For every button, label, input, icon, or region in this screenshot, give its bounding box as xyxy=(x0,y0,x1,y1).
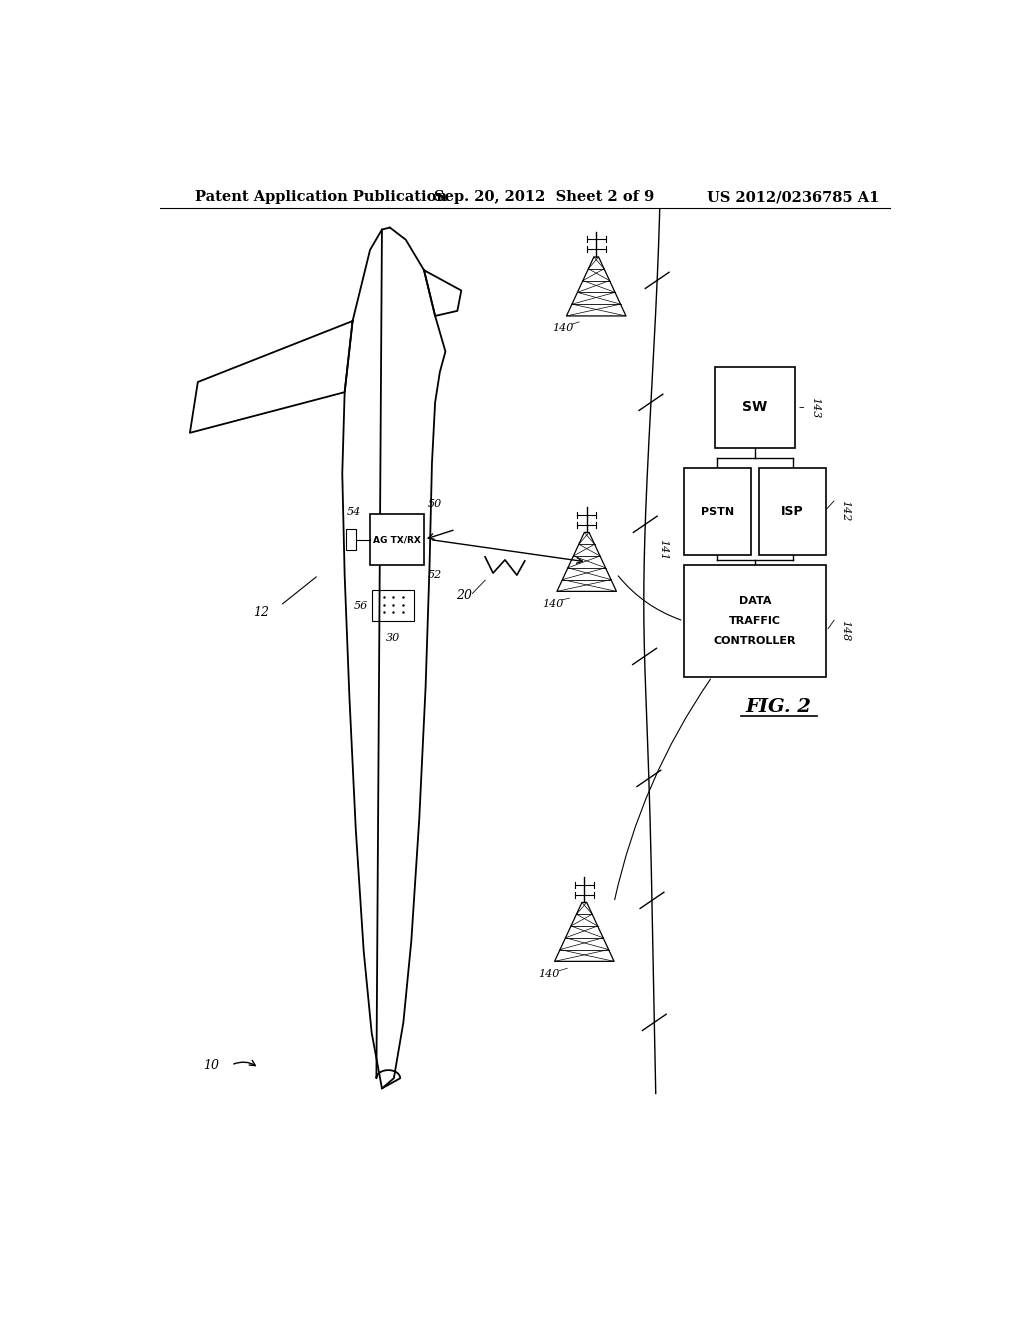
Text: CONTROLLER: CONTROLLER xyxy=(714,636,797,647)
Text: FIG. 2: FIG. 2 xyxy=(745,698,812,717)
Text: 52: 52 xyxy=(428,570,442,579)
Text: 54: 54 xyxy=(346,507,360,517)
Text: 141: 141 xyxy=(658,539,668,561)
Text: ISP: ISP xyxy=(781,506,804,517)
Text: 140: 140 xyxy=(552,323,573,333)
Text: 56: 56 xyxy=(353,601,368,611)
Text: 50: 50 xyxy=(428,499,442,510)
FancyBboxPatch shape xyxy=(715,367,795,447)
Text: TRAFFIC: TRAFFIC xyxy=(729,616,781,626)
Text: 140: 140 xyxy=(538,969,559,978)
FancyBboxPatch shape xyxy=(684,469,751,554)
Text: Sep. 20, 2012  Sheet 2 of 9: Sep. 20, 2012 Sheet 2 of 9 xyxy=(433,190,653,205)
Text: AG TX/RX: AG TX/RX xyxy=(373,535,421,544)
Text: 10: 10 xyxy=(204,1059,219,1072)
FancyBboxPatch shape xyxy=(370,515,424,565)
FancyBboxPatch shape xyxy=(759,469,826,554)
Text: 12: 12 xyxy=(253,606,269,619)
Text: 142: 142 xyxy=(840,500,850,521)
Text: 148: 148 xyxy=(840,620,850,642)
Text: PSTN: PSTN xyxy=(700,507,734,516)
Text: 140: 140 xyxy=(542,598,563,609)
Text: US 2012/0236785 A1: US 2012/0236785 A1 xyxy=(708,190,880,205)
Text: 20: 20 xyxy=(457,589,472,602)
Text: Patent Application Publication: Patent Application Publication xyxy=(196,190,447,205)
Text: SW: SW xyxy=(742,400,768,414)
Text: 143: 143 xyxy=(811,397,820,418)
FancyBboxPatch shape xyxy=(346,529,355,549)
FancyBboxPatch shape xyxy=(684,565,826,677)
Text: DATA: DATA xyxy=(738,595,771,606)
Text: 30: 30 xyxy=(386,634,400,643)
